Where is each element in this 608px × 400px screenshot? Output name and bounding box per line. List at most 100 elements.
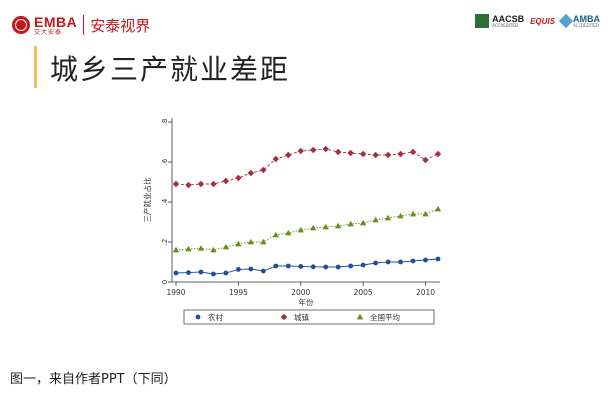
x-axis-title: 年份 [299,297,314,307]
data-point [211,271,216,277]
data-point [210,180,217,188]
data-point [273,263,279,269]
series-line [175,148,439,186]
data-point [322,145,329,153]
data-point [185,245,192,252]
x-tick-label: 2000 [291,288,310,297]
legend-label: 全国平均 [370,312,400,322]
data-point [222,177,230,185]
data-point [173,270,179,276]
legend-marker [280,313,288,321]
x-tick-label: 2010 [416,288,435,297]
y-tick-label: .6 [161,158,169,165]
data-point [210,246,217,253]
data-point [198,269,204,275]
data-point [397,212,404,219]
data-point [260,238,267,245]
data-point [260,268,266,274]
data-point [310,146,317,154]
chart: 0 .2 .4 .6 .8 1990 1995 2000 2005 2010 年份 三产就业占比农村 城… [140,110,450,335]
data-point [422,210,429,217]
aacsb-square-icon [475,14,490,28]
data-point [223,270,229,276]
data-point [235,240,242,247]
data-point [285,263,291,269]
data-point [197,245,205,251]
legend-label: 农村 [208,312,223,322]
data-point [384,214,392,221]
data-point [297,226,304,233]
brand-name: 安泰视界 [90,16,151,35]
data-point [335,264,341,270]
data-point [298,264,304,269]
data-point [186,270,191,275]
data-point [372,216,379,223]
data-point [360,262,366,268]
data-point [409,210,417,217]
series-line [175,208,439,251]
data-point [222,243,230,250]
data-point [348,263,354,269]
figure-caption: 图一，来自作者PPT（下同） [10,372,177,387]
emba-logo-text: EMBA [34,13,78,30]
y-tick-label: .8 [161,119,169,126]
data-point [373,260,379,266]
data-point [247,238,255,245]
logo-divider [83,15,85,35]
data-point [323,264,329,270]
amba-gem-icon [558,13,574,29]
data-point [385,259,391,265]
aacsb-label: AACSB [492,13,525,24]
y-tick-label: .2 [161,239,169,246]
data-point [334,222,342,229]
data-point [359,219,367,226]
data-point [347,220,354,227]
aacsb-logo: AACSB ACCREDITED [475,14,524,28]
data-point [398,259,403,265]
y-tick-label: 0 [161,280,169,284]
data-point [285,229,292,236]
y-tick-label: .4 [161,198,169,205]
data-point [434,205,442,212]
amba-sublabel: ACCREDITED [573,22,599,28]
data-point [185,181,192,189]
accreditation-logos: AACSB ACCREDITED EQUIS AMBA ACCREDITED [475,13,600,29]
data-point [347,149,354,157]
data-point [334,148,342,156]
emba-logo: EMBA 交大安泰 安泰视界 [12,12,150,38]
data-point [272,231,280,238]
data-point [235,267,241,272]
university-seal-icon [12,16,30,34]
data-point [172,246,180,253]
x-tick-label: 1995 [229,288,248,297]
data-point [248,266,254,272]
data-point [310,224,317,231]
x-tick-label: 2005 [354,288,373,297]
data-point [272,155,280,163]
title-accent-bar [34,46,37,88]
data-point [423,257,428,263]
equis-logo: EQUIS [530,16,555,26]
legend-marker [195,314,201,320]
data-point [410,258,416,264]
data-point [197,180,205,188]
amba-logo: AMBA ACCREDITED [558,13,600,29]
data-point [310,264,316,270]
amba-label: AMBA [573,13,600,24]
legend-marker [356,313,364,320]
x-tick-label: 1990 [166,288,185,297]
data-point [235,174,242,182]
slide: EMBA 交大安泰 安泰视界 AACSB ACCREDITED EQUIS AM… [12,12,600,335]
slide-title: 城乡三产就业差距 [50,53,291,86]
y-axis-title: 三产就业占比 [142,177,152,222]
legend-box [183,309,435,325]
aacsb-sublabel: ACCREDITED [492,22,518,28]
plot-area [172,118,440,282]
data-point [297,147,304,155]
series-line [175,258,439,275]
legend-label: 城镇 [294,312,309,322]
data-point [285,151,292,159]
data-point [435,256,441,262]
emba-logo-subtext: 交大安泰 [34,28,63,36]
